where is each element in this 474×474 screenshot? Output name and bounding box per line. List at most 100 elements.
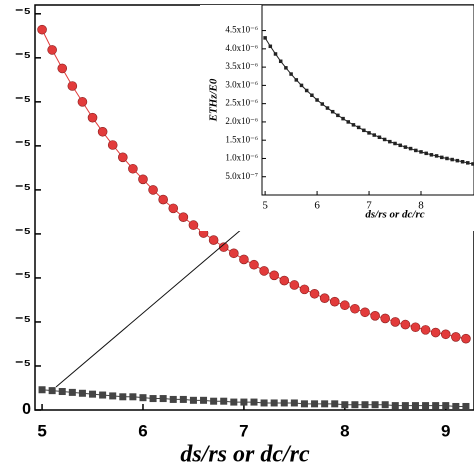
y-tick-label: ⁻⁵ (15, 137, 31, 154)
point (249, 259, 259, 270)
point (341, 116, 345, 121)
point (159, 395, 167, 403)
point (294, 78, 299, 82)
point (401, 402, 409, 410)
point (381, 401, 389, 409)
point (58, 388, 66, 396)
x-axis-label: ds/rs or dc/rc (180, 442, 310, 468)
y-tick-label: 0 (22, 401, 31, 418)
point (450, 157, 454, 162)
point (188, 220, 199, 230)
y-tick-label: ⁻⁵ (15, 181, 31, 198)
point (311, 400, 319, 408)
point (87, 112, 98, 123)
point (330, 109, 335, 114)
arrow (55, 199, 277, 388)
point (424, 151, 428, 156)
point (38, 386, 46, 394)
y-tick-label: 2.0x10⁻⁶ (225, 116, 258, 126)
point (442, 402, 450, 410)
point (149, 395, 157, 403)
inset-chart: 5.0x10⁻⁷ 1.0x10⁻⁶ 1.5x10⁻⁶ 2.0x10⁻⁶ 2.5x10⁻⁶… (200, 4, 474, 231)
point (420, 325, 431, 335)
point (388, 139, 392, 144)
x-tick-label: 9 (441, 421, 450, 440)
point (414, 148, 418, 153)
point (309, 288, 320, 299)
y-tick-label: ⁻⁵ (15, 5, 31, 22)
point (455, 158, 460, 163)
point (429, 153, 434, 157)
x-axis-label: ds/rs or dc/rc (365, 209, 424, 221)
point (361, 401, 369, 409)
x-tick-label: 6 (314, 200, 320, 212)
point (377, 135, 382, 140)
point (393, 141, 397, 146)
point (263, 36, 267, 40)
point (341, 401, 349, 409)
point (129, 393, 137, 401)
point (259, 266, 269, 276)
point (346, 120, 351, 124)
point (220, 397, 228, 405)
point (178, 212, 189, 222)
point (440, 329, 451, 340)
point (356, 125, 361, 130)
point (430, 327, 441, 338)
point (289, 72, 293, 76)
point (57, 63, 68, 74)
point (360, 307, 370, 318)
point (280, 399, 288, 407)
point (169, 395, 177, 403)
x-tick-label: 8 (340, 421, 349, 440)
point (351, 123, 356, 127)
point (168, 203, 179, 214)
point (230, 398, 238, 406)
point (68, 388, 76, 396)
point (37, 24, 47, 35)
point (268, 44, 273, 49)
point (471, 162, 474, 166)
point (350, 303, 360, 314)
point (403, 145, 408, 149)
point (290, 399, 298, 407)
point (179, 395, 187, 403)
point (340, 300, 350, 311)
point (310, 93, 314, 97)
point (128, 163, 138, 174)
point (315, 98, 319, 102)
point (97, 126, 108, 137)
point (336, 113, 340, 118)
point (240, 398, 248, 406)
x-tick-label: 8 (418, 200, 424, 212)
point (47, 45, 57, 55)
point (411, 402, 419, 410)
y-tick-label: 1.0x10⁻⁶ (225, 153, 258, 163)
y-tick-label: ⁻⁵ (15, 269, 31, 286)
point (289, 280, 300, 290)
point (351, 401, 359, 409)
point (466, 161, 470, 165)
point (210, 397, 218, 405)
y-tick-label: 1.5x10⁻⁶ (225, 134, 258, 144)
point (452, 402, 460, 410)
point (200, 396, 208, 404)
y-tick-label: ⁻⁵ (15, 225, 31, 242)
y-tick-label: 5.0x10⁻⁷ (225, 171, 258, 181)
point (109, 392, 117, 400)
point (67, 81, 78, 91)
point (139, 394, 147, 402)
point (250, 398, 258, 406)
x-tick-label: 5 (37, 421, 46, 440)
point (99, 391, 107, 399)
point (390, 317, 401, 327)
point (370, 310, 380, 321)
point (284, 66, 288, 70)
point (299, 83, 304, 88)
point (299, 284, 310, 295)
point (434, 154, 439, 158)
point (408, 146, 413, 151)
point (119, 393, 127, 401)
